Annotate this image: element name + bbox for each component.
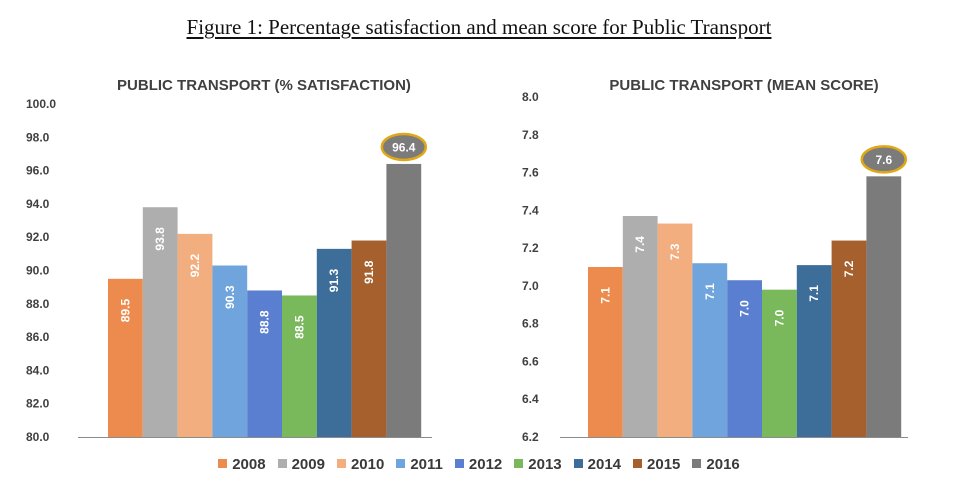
- mean-score-data-label: 7.0: [772, 309, 786, 326]
- mean-score-y-tick: 6.6: [522, 354, 539, 368]
- mean-score-bar-2015: [831, 240, 867, 437]
- legend-swatch-2010: [336, 459, 346, 468]
- mean-score-bar-2010: [657, 223, 693, 437]
- legend-swatch-2008: [218, 459, 228, 468]
- mean-score-y-tick: 6.4: [522, 392, 539, 406]
- legend-label-2010: 2010: [350, 456, 385, 473]
- satisfaction-y-tick: 100.0: [26, 97, 56, 111]
- satisfaction-data-label: 89.5: [118, 299, 132, 323]
- satisfaction-data-label: 90.3: [223, 285, 237, 309]
- satisfaction-y-tick: 96.0: [26, 164, 50, 178]
- mean-score-y-tick: 6.2: [522, 430, 539, 444]
- satisfaction-bar-2014: [316, 248, 352, 437]
- legend-swatch-2009: [277, 459, 287, 468]
- satisfaction-bar-2010: [177, 233, 213, 437]
- mean-score-data-label: 7.1: [807, 285, 821, 302]
- legend-swatch-2014: [573, 459, 583, 468]
- satisfaction-y-tick: 98.0: [26, 130, 50, 144]
- satisfaction-title: PUBLIC TRANSPORT (% SATISFACTION): [117, 77, 411, 94]
- legend-label-2013: 2013: [528, 456, 562, 473]
- mean-score-data-label: 7.2: [842, 260, 856, 277]
- mean-score-data-label: 7.1: [703, 283, 717, 300]
- legend-label-2011: 2011: [410, 456, 443, 473]
- mean-score-bar-2009: [622, 216, 658, 437]
- legend-item-2011: 2011: [396, 456, 443, 473]
- mean-score-bar-2008: [588, 267, 623, 437]
- mean-score-bar-2011: [692, 263, 728, 437]
- figure-title: Figure 1: Percentage satisfaction and me…: [0, 14, 958, 40]
- legend-swatch-2011: [396, 459, 406, 468]
- mean-score-bar-2013: [762, 289, 797, 437]
- mean-score-data-label: 7.6: [875, 153, 892, 167]
- satisfaction-y-tick: 92.0: [26, 230, 50, 244]
- mean-score-title: PUBLIC TRANSPORT (MEAN SCORE): [609, 77, 878, 94]
- legend-swatch-2015: [633, 459, 643, 468]
- satisfaction-bar-2009: [142, 207, 178, 437]
- satisfaction-bar-2015: [351, 240, 387, 437]
- legend-label-2008: 2008: [232, 456, 266, 473]
- mean-score-data-label: 7.1: [598, 287, 612, 304]
- legend-item-2010: 2010: [336, 456, 385, 473]
- satisfaction-highlight-bubble: [380, 132, 428, 162]
- legend-swatch-2013: [514, 459, 524, 468]
- satisfaction-y-tick: 84.0: [26, 363, 50, 377]
- satisfaction-data-label: 91.3: [327, 269, 341, 293]
- satisfaction-data-label: 91.8: [362, 260, 376, 284]
- mean-score-y-tick: 7.2: [522, 241, 539, 255]
- mean-score-y-tick: 8.0: [522, 90, 539, 104]
- mean-score-y-tick: 7.4: [522, 203, 539, 217]
- satisfaction-bar-2013: [282, 295, 317, 437]
- legend-label-2016: 2016: [706, 456, 740, 473]
- satisfaction-y-tick: 90.0: [26, 264, 50, 278]
- satisfaction-y-tick: 86.0: [26, 330, 50, 344]
- legend-item-2015: 2015: [633, 456, 680, 473]
- mean-score-y-tick: 6.8: [522, 317, 539, 331]
- mean-score-y-tick: 7.6: [522, 166, 539, 180]
- satisfaction-y-tick: 94.0: [26, 197, 50, 211]
- satisfaction-bar-2012: [247, 290, 282, 437]
- legend-label-2015: 2015: [647, 456, 681, 473]
- satisfaction-y-tick: 80.0: [26, 430, 50, 444]
- satisfaction-data-label: 88.5: [292, 315, 306, 339]
- legend-swatch-2012: [454, 459, 464, 468]
- legend-item-2016: 2016: [692, 456, 740, 473]
- legend-item-2014: 2014: [573, 456, 622, 473]
- satisfaction-bar-2011: [212, 265, 248, 437]
- mean-score-bar-2014: [796, 265, 832, 437]
- legend-label-2014: 2014: [587, 456, 622, 473]
- legend-label-2009: 2009: [291, 456, 325, 473]
- mean-score-y-tick: 7.8: [522, 128, 539, 142]
- satisfaction-data-label: 92.2: [188, 254, 202, 278]
- satisfaction-y-tick: 82.0: [26, 397, 50, 411]
- legend-item-2008: 2008: [218, 456, 266, 473]
- satisfaction-y-tick: 88.0: [26, 297, 50, 311]
- mean-score-data-label: 7.4: [633, 236, 647, 253]
- satisfaction-data-label: 88.8: [258, 310, 272, 334]
- satisfaction-bar-2008: [108, 278, 143, 437]
- mean-score-bar-2016: [866, 176, 902, 438]
- satisfaction-bar-2016: [386, 163, 422, 437]
- legend-item-2013: 2013: [514, 456, 562, 473]
- chart-legend: 2008 2009 2010 2011 2012 2013 2014 2015 2016: [0, 456, 958, 473]
- mean-score-data-label: 7.0: [738, 300, 752, 317]
- legend-label-2012: 2012: [468, 456, 503, 473]
- legend-item-2012: 2012: [454, 456, 503, 473]
- mean-score-y-tick: 7.0: [522, 279, 539, 293]
- legend-item-2009: 2009: [277, 456, 325, 473]
- satisfaction-data-label: 93.8: [153, 227, 167, 251]
- legend-swatch-2016: [692, 459, 702, 468]
- figure-title-text: Figure 1: Percentage satisfaction and me…: [186, 15, 772, 39]
- mean-score-highlight-bubble: [860, 145, 908, 174]
- satisfaction-data-label: 96.4: [392, 140, 416, 154]
- mean-score-data-label: 7.3: [668, 243, 682, 260]
- mean-score-bar-2012: [727, 280, 762, 437]
